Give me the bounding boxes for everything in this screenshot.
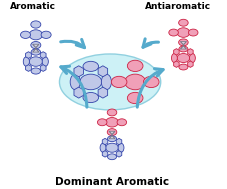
Ellipse shape [79, 74, 101, 90]
Ellipse shape [178, 39, 187, 46]
Ellipse shape [124, 74, 145, 90]
Polygon shape [109, 136, 114, 139]
Ellipse shape [42, 57, 48, 66]
Ellipse shape [176, 28, 189, 37]
Polygon shape [33, 49, 39, 52]
Ellipse shape [100, 143, 106, 152]
Ellipse shape [143, 76, 158, 88]
Ellipse shape [29, 30, 42, 40]
Ellipse shape [97, 119, 106, 126]
Ellipse shape [41, 31, 51, 38]
Ellipse shape [20, 31, 30, 38]
Text: Dominant Aromatic: Dominant Aromatic [55, 177, 168, 187]
Polygon shape [25, 65, 31, 71]
Polygon shape [109, 131, 114, 134]
Polygon shape [102, 138, 107, 145]
Ellipse shape [83, 61, 98, 71]
Polygon shape [187, 61, 192, 67]
Ellipse shape [31, 42, 41, 49]
Ellipse shape [107, 136, 116, 142]
Polygon shape [180, 46, 185, 49]
Ellipse shape [31, 68, 40, 74]
Ellipse shape [83, 92, 98, 103]
Text: Antiaromatic: Antiaromatic [144, 2, 210, 11]
Polygon shape [74, 66, 83, 77]
Polygon shape [25, 52, 31, 58]
Ellipse shape [171, 53, 177, 63]
Ellipse shape [127, 60, 142, 71]
Ellipse shape [70, 74, 80, 90]
Polygon shape [116, 138, 121, 145]
Polygon shape [74, 87, 83, 98]
Polygon shape [40, 65, 46, 71]
Ellipse shape [188, 29, 197, 36]
Ellipse shape [189, 53, 195, 63]
Ellipse shape [127, 92, 142, 104]
Ellipse shape [105, 118, 118, 127]
Ellipse shape [59, 54, 160, 110]
Polygon shape [180, 42, 185, 44]
Ellipse shape [178, 46, 187, 52]
Ellipse shape [107, 154, 116, 160]
Polygon shape [173, 61, 178, 67]
Ellipse shape [111, 76, 126, 88]
Polygon shape [98, 87, 107, 98]
Ellipse shape [31, 21, 41, 28]
Polygon shape [98, 66, 107, 77]
Ellipse shape [101, 74, 111, 90]
Polygon shape [40, 52, 46, 58]
Ellipse shape [23, 57, 29, 66]
Ellipse shape [116, 119, 126, 126]
Polygon shape [102, 151, 107, 157]
Polygon shape [187, 49, 192, 55]
Text: Aromatic: Aromatic [10, 2, 56, 11]
Polygon shape [173, 49, 178, 55]
Polygon shape [116, 151, 121, 157]
Ellipse shape [178, 64, 187, 70]
Ellipse shape [107, 109, 116, 116]
Ellipse shape [168, 29, 178, 36]
Ellipse shape [105, 143, 118, 152]
Ellipse shape [31, 49, 40, 55]
Ellipse shape [29, 57, 42, 66]
Ellipse shape [118, 143, 123, 152]
Ellipse shape [176, 53, 189, 63]
Ellipse shape [107, 129, 116, 136]
Polygon shape [33, 44, 39, 47]
Ellipse shape [178, 19, 187, 26]
